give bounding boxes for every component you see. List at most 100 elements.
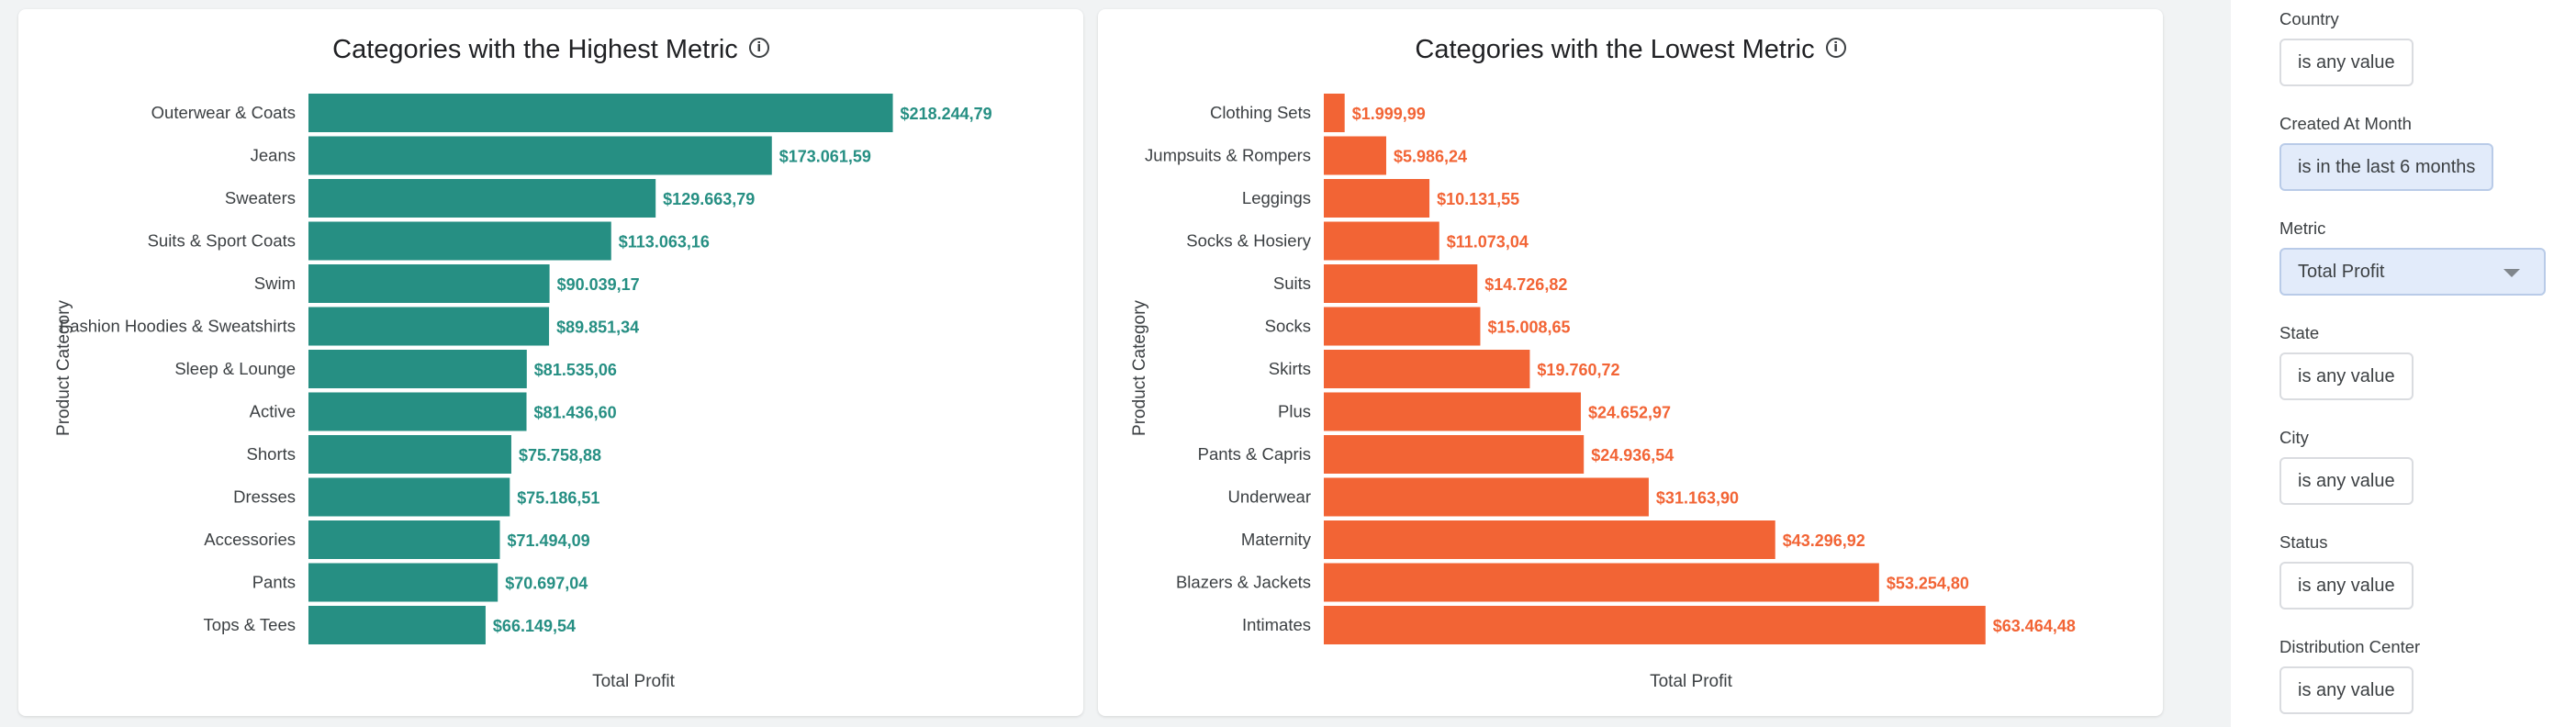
bar[interactable]	[1324, 179, 1430, 218]
chevron-down-icon	[2503, 269, 2520, 277]
data-label: $113.063,16	[619, 233, 710, 252]
filter-label-status: Status	[2279, 532, 2328, 552]
category-label: Jumpsuits & Rompers	[1145, 146, 1311, 165]
bar[interactable]	[308, 264, 550, 303]
lowest-metric-chart-card: Categories with the Lowest Metric i Cloth…	[1098, 9, 2163, 716]
category-label: Suits	[1273, 274, 1311, 293]
data-label: $89.851,34	[556, 319, 639, 337]
category-label: Leggings	[1242, 188, 1311, 207]
category-label: Swim	[254, 274, 296, 293]
filter-metric-select[interactable]: Total Profit	[2279, 248, 2546, 296]
filter-country[interactable]: is any value	[2279, 39, 2414, 86]
category-label: Pants & Capris	[1198, 444, 1311, 464]
bar[interactable]	[308, 435, 511, 474]
highest-metric-bar-chart: Outerwear & Coats $218.244,79 Jeans $173.06…	[60, 94, 992, 644]
filter-label-distribution-center: Distribution Center	[2279, 637, 2421, 656]
category-label: Blazers & Jackets	[1176, 573, 1311, 592]
data-label: $11.073,04	[1447, 233, 1529, 252]
x-axis-title: Total Profit	[1650, 672, 1732, 691]
chart-title: Categories with the Highest Metric i	[18, 35, 1083, 65]
data-label: $173.061,59	[779, 148, 871, 166]
bar[interactable]	[1324, 221, 1439, 261]
category-label: Jeans	[251, 146, 296, 165]
data-label: $43.296,92	[1783, 531, 1865, 550]
bar[interactable]	[308, 350, 527, 388]
bar[interactable]	[308, 136, 772, 175]
category-label: Sweaters	[225, 188, 296, 207]
filter-city[interactable]: is any value	[2279, 457, 2414, 505]
bar[interactable]	[308, 392, 527, 431]
data-label: $218.244,79	[901, 105, 992, 123]
data-label: $81.535,06	[534, 361, 617, 379]
bar[interactable]	[1324, 350, 1530, 388]
bar[interactable]	[1324, 264, 1478, 303]
bar[interactable]	[308, 606, 486, 644]
x-axis-title: Total Profit	[592, 672, 675, 691]
bar[interactable]	[308, 563, 498, 602]
bar[interactable]	[308, 94, 893, 132]
category-label: Dresses	[233, 487, 296, 507]
filter-status[interactable]: is any value	[2279, 562, 2414, 610]
category-label: Skirts	[1269, 359, 1311, 378]
data-label: $14.726,82	[1484, 275, 1567, 294]
data-label: $90.039,17	[557, 275, 640, 294]
filter-created-at-month[interactable]: is in the last 6 months	[2279, 143, 2494, 191]
data-label: $81.436,60	[534, 404, 617, 422]
bar[interactable]	[1324, 520, 1775, 559]
bar[interactable]	[308, 179, 656, 218]
bar[interactable]	[1324, 392, 1581, 431]
y-axis-title: Product Category	[54, 300, 73, 436]
data-label: $75.186,51	[517, 489, 599, 508]
filter-label-state: State	[2279, 323, 2320, 342]
filter-metric-value: Total Profit	[2298, 262, 2385, 282]
category-label: Intimates	[1242, 615, 1311, 634]
category-label: Underwear	[1228, 487, 1312, 507]
bar[interactable]	[1324, 435, 1585, 474]
filter-state[interactable]: is any value	[2279, 352, 2414, 400]
category-label: Active	[250, 402, 296, 421]
data-label: $63.464,48	[1993, 617, 2076, 635]
category-label: Suits & Sport Coats	[148, 231, 296, 251]
bar[interactable]	[1324, 563, 1879, 602]
data-label: $24.652,97	[1588, 404, 1671, 422]
data-label: $75.758,88	[519, 446, 601, 464]
highest-metric-chart-card: Categories with the Highest Metric i Oute…	[18, 9, 1083, 716]
chart-title: Categories with the Lowest Metric i	[1098, 35, 2163, 65]
bar[interactable]	[308, 221, 611, 261]
chart-title-text: Categories with the Lowest Metric	[1415, 35, 1815, 64]
bar[interactable]	[308, 307, 550, 346]
category-label: Shorts	[247, 444, 296, 464]
filter-distribution-center[interactable]: is any value	[2279, 666, 2414, 714]
filter-panel: Country is any value Created At Month is…	[2231, 0, 2576, 727]
category-label: Pants	[252, 573, 296, 592]
category-label: Clothing Sets	[1210, 103, 1311, 122]
info-icon[interactable]: i	[1825, 38, 1846, 59]
data-label: $10.131,55	[1437, 190, 1519, 208]
filter-label-city: City	[2279, 428, 2309, 447]
bar[interactable]	[1324, 94, 1345, 132]
data-label: $1.999,99	[1352, 105, 1426, 123]
info-icon[interactable]: i	[748, 38, 769, 59]
bar[interactable]	[308, 477, 510, 517]
category-label: Maternity	[1241, 530, 1312, 549]
data-label: $53.254,80	[1887, 575, 1969, 593]
filter-label-country: Country	[2279, 9, 2339, 28]
data-label: $5.986,24	[1394, 148, 1467, 166]
data-label: $19.760,72	[1537, 361, 1619, 379]
category-label: Plus	[1278, 402, 1311, 421]
data-label: $71.494,09	[508, 531, 590, 550]
data-label: $129.663,79	[663, 190, 755, 208]
chart-title-text: Categories with the Highest Metric	[332, 35, 738, 64]
category-label: Accessories	[204, 530, 296, 549]
bar[interactable]	[1324, 606, 1986, 644]
category-label: Sleep & Lounge	[174, 359, 296, 378]
category-label: Tops & Tees	[204, 615, 296, 634]
data-label: $70.697,04	[505, 575, 588, 593]
bar[interactable]	[1324, 307, 1481, 346]
bar[interactable]	[1324, 477, 1649, 517]
bar[interactable]	[308, 520, 500, 559]
filter-label-created-at-month: Created At Month	[2279, 114, 2412, 133]
bar[interactable]	[1324, 136, 1386, 175]
category-label: Socks & Hosiery	[1186, 231, 1311, 251]
y-axis-title: Product Category	[1130, 300, 1149, 436]
